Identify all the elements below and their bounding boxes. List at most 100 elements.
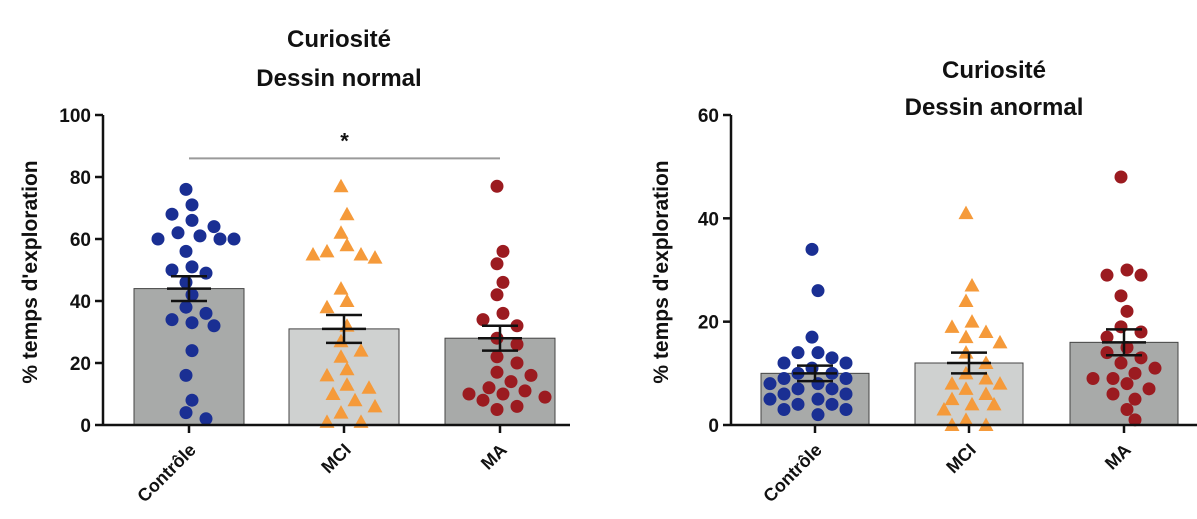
data-point [185, 316, 199, 330]
data-point [777, 387, 791, 401]
data-point [339, 206, 355, 221]
data-point [339, 361, 355, 376]
data-point [179, 275, 193, 289]
data-point [185, 393, 199, 407]
data-point [1114, 320, 1128, 334]
y-tick-label: 100 [59, 106, 91, 127]
data-point [199, 412, 213, 426]
data-point [992, 376, 1008, 390]
data-point [964, 396, 980, 411]
y-ticks: 0 20 40 60 [698, 106, 731, 437]
data-point [179, 368, 193, 382]
data-point [482, 381, 496, 395]
x-tick-label: MCI [942, 440, 979, 477]
x-ticks: Contrôle MCI MA [759, 425, 1135, 506]
y-tick-label: 0 [80, 416, 91, 437]
data-point [504, 375, 518, 389]
data-point [964, 314, 980, 328]
y-tick-label: 0 [708, 416, 719, 437]
data-point [1134, 325, 1148, 339]
data-point [944, 391, 960, 406]
data-point [325, 386, 341, 400]
data-point [1120, 304, 1134, 318]
data-point [1134, 268, 1148, 282]
data-point [978, 324, 994, 338]
data-point [538, 390, 552, 404]
data-point [179, 182, 193, 196]
data-point [1114, 170, 1128, 184]
data-point [839, 372, 853, 385]
data-point [339, 293, 355, 307]
data-point [227, 232, 241, 246]
data-point [496, 275, 510, 289]
y-ticks: 0 20 40 60 80 100 [59, 106, 103, 437]
y-tick-label: 80 [70, 168, 91, 189]
data-point [185, 260, 199, 274]
y-axis-label: % temps d'exploration [650, 160, 673, 383]
data-point [333, 178, 349, 193]
data-points [763, 170, 1162, 431]
data-point [839, 356, 853, 370]
data-point [777, 403, 791, 416]
data-point [171, 226, 185, 240]
data-point [1128, 392, 1142, 406]
data-point [1114, 356, 1128, 370]
data-point [490, 257, 504, 271]
data-point [333, 405, 349, 419]
data-point [958, 293, 974, 307]
data-point [791, 382, 805, 396]
x-tick-label: Contrôle [133, 440, 199, 506]
data-point [811, 377, 825, 391]
data-point [319, 243, 335, 258]
data-point [1106, 387, 1120, 401]
data-point [791, 346, 805, 360]
data-point [361, 380, 377, 394]
data-point [777, 372, 791, 385]
data-point [791, 397, 805, 411]
y-tick-label: 60 [70, 230, 91, 251]
data-point [811, 346, 825, 360]
data-point [805, 330, 819, 344]
data-point [333, 281, 349, 295]
data-point [1100, 268, 1114, 282]
error-bars [793, 328, 1146, 383]
data-point [1128, 366, 1142, 380]
y-axis-label: % temps d'exploration [19, 160, 42, 383]
data-point [839, 387, 853, 401]
data-point [165, 263, 179, 277]
data-point [1106, 372, 1120, 385]
data-point [1134, 351, 1148, 365]
significance-marker: * [189, 128, 500, 160]
data-point [339, 237, 355, 252]
data-point [305, 247, 321, 261]
data-point [207, 319, 221, 333]
chart-panel-abnormal: Curiosité Dessin anormal % temps d'explo… [650, 57, 1197, 506]
data-point [367, 250, 383, 264]
data-point [1142, 382, 1156, 396]
data-point [518, 384, 532, 398]
chart-panel-normal: Curiosité Dessin normal % temps d'explor… [19, 26, 570, 506]
data-point [936, 402, 952, 416]
data-point [462, 387, 476, 401]
data-point [986, 396, 1002, 411]
data-point [811, 284, 825, 298]
data-point [185, 198, 199, 212]
y-tick-label: 20 [70, 354, 91, 375]
data-point [978, 386, 994, 400]
data-point [496, 387, 510, 401]
x-tick-label: MA [1101, 440, 1135, 474]
data-point [496, 306, 510, 320]
data-point [165, 207, 179, 221]
chart-title-line-2: Dessin normal [256, 65, 421, 92]
data-point [510, 356, 524, 370]
data-point [811, 408, 825, 422]
data-point [151, 232, 165, 246]
data-point [193, 229, 207, 243]
data-point [179, 300, 193, 314]
data-point [1086, 372, 1100, 385]
data-point [777, 356, 791, 370]
data-point [490, 350, 504, 364]
axes [729, 115, 1197, 427]
data-point [179, 244, 193, 258]
